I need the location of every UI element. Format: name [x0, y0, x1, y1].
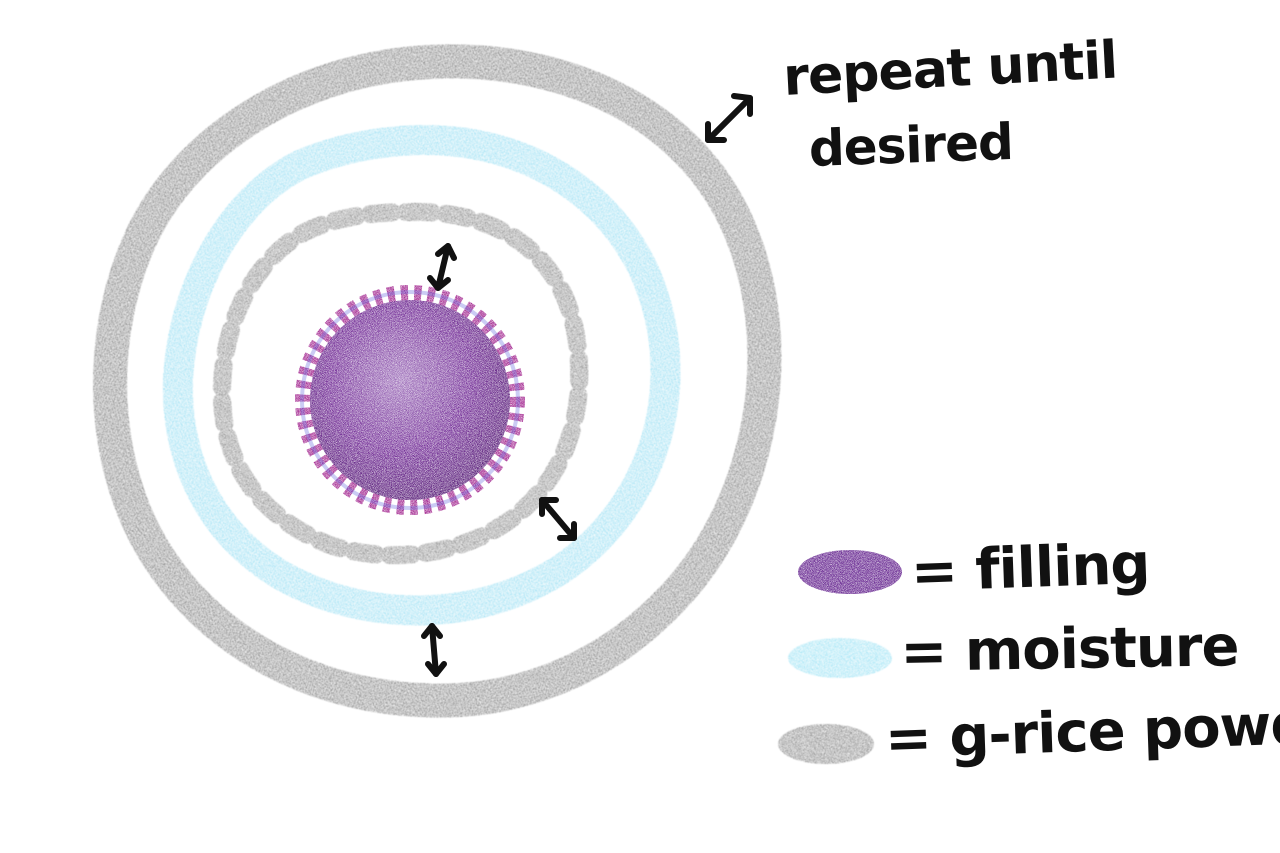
- double-arrow-icon: [421, 623, 447, 677]
- annotation-line-2: desired: [807, 112, 1014, 178]
- inner-powder-ring: [212, 202, 589, 565]
- legend-swatch-powder: [778, 724, 874, 764]
- legend-label-moisture: = moisture: [899, 614, 1240, 685]
- double-arrow-icon: [427, 243, 457, 291]
- double-arrow-icon: [539, 497, 577, 541]
- legend-label-filling: = filling: [909, 531, 1151, 605]
- legend-swatch-filling: [798, 550, 902, 594]
- filling-ball: [295, 285, 525, 515]
- double-arrow-icon: [705, 93, 753, 143]
- legend-swatch-moisture: [788, 638, 892, 678]
- moisture-ring: [162, 124, 681, 626]
- legend-label-powder: = g-rice powder: [883, 689, 1280, 772]
- outer-powder-ring: [93, 44, 782, 718]
